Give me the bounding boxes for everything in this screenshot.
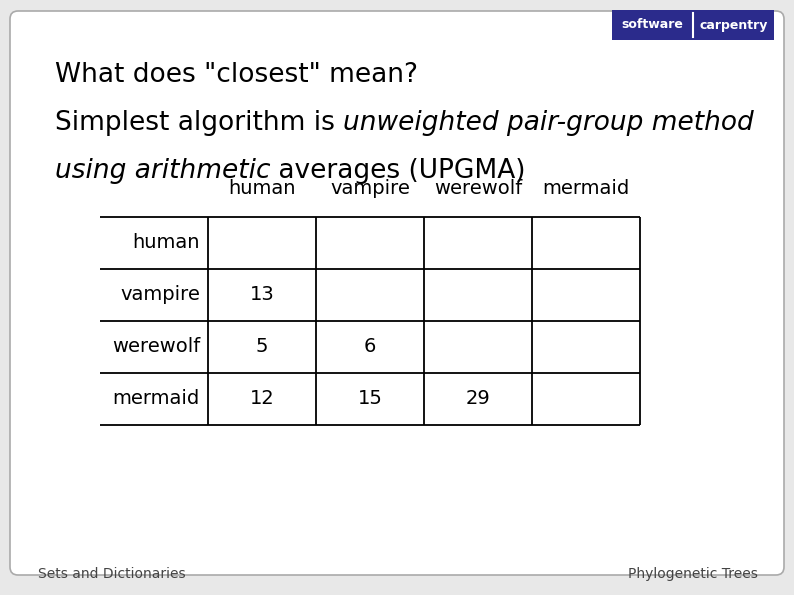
Text: 13: 13 bbox=[249, 286, 275, 305]
FancyBboxPatch shape bbox=[10, 11, 784, 575]
Text: Phylogenetic Trees: Phylogenetic Trees bbox=[628, 567, 758, 581]
Text: 15: 15 bbox=[357, 390, 383, 409]
Text: using arithmetic: using arithmetic bbox=[55, 158, 271, 184]
Text: 29: 29 bbox=[465, 390, 491, 409]
Text: 6: 6 bbox=[364, 337, 376, 356]
Text: mermaid: mermaid bbox=[542, 179, 630, 198]
Text: human: human bbox=[133, 233, 200, 252]
Text: unweighted pair-group method: unweighted pair-group method bbox=[343, 110, 754, 136]
FancyBboxPatch shape bbox=[612, 10, 774, 40]
Text: software: software bbox=[622, 18, 684, 32]
Text: 12: 12 bbox=[249, 390, 275, 409]
Text: vampire: vampire bbox=[120, 286, 200, 305]
Text: Simplest algorithm is: Simplest algorithm is bbox=[55, 110, 343, 136]
Text: 5: 5 bbox=[256, 337, 268, 356]
Text: human: human bbox=[228, 179, 295, 198]
Text: werewolf: werewolf bbox=[112, 337, 200, 356]
Text: werewolf: werewolf bbox=[434, 179, 522, 198]
Text: averages (UPGMA): averages (UPGMA) bbox=[271, 158, 526, 184]
Text: carpentry: carpentry bbox=[700, 18, 768, 32]
Text: vampire: vampire bbox=[330, 179, 410, 198]
Text: Sets and Dictionaries: Sets and Dictionaries bbox=[38, 567, 186, 581]
Text: What does "closest" mean?: What does "closest" mean? bbox=[55, 62, 418, 88]
Text: mermaid: mermaid bbox=[113, 390, 200, 409]
